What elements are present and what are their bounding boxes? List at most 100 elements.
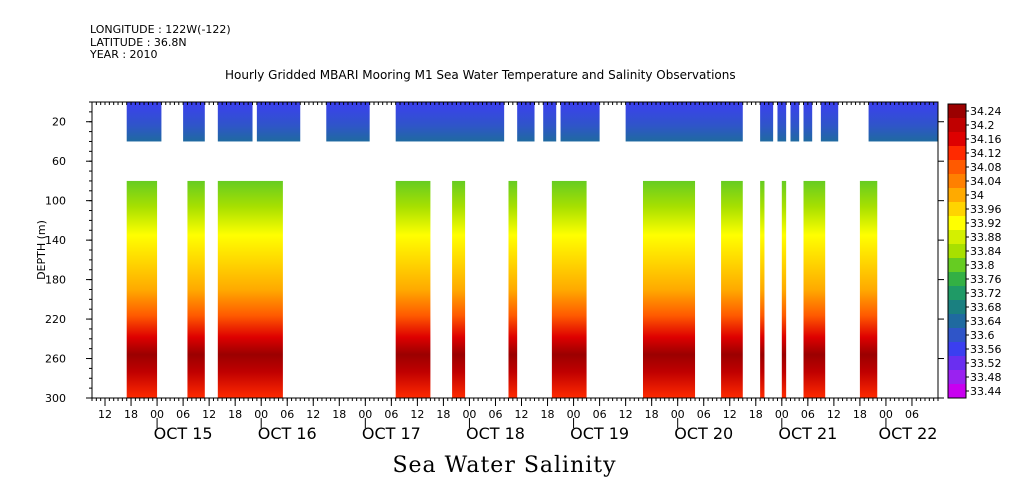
y-tick-label: 260 [45, 353, 66, 366]
colorbar-label: 33.6 [970, 329, 995, 342]
latitude-label: LATITUDE : 36.8N [90, 35, 187, 49]
x-tick-label: 00 [150, 408, 164, 421]
colorbar-label: 33.92 [970, 217, 1002, 230]
colorbar-swatch [948, 342, 966, 357]
colorbar-label: 34.04 [970, 175, 1002, 188]
x-tick-label: 06 [384, 408, 398, 421]
y-tick-label: 300 [45, 392, 66, 405]
colorbar-swatch [948, 258, 966, 273]
profile-cell [508, 180, 518, 398]
surface-cell [868, 102, 938, 142]
date-label: OCT 19 [570, 424, 629, 443]
colorbar-label: 33.96 [970, 203, 1002, 216]
x-tick-label: 12 [723, 408, 737, 421]
x-tick-label: 06 [176, 408, 190, 421]
colorbar-swatch [948, 272, 966, 287]
colorbar-label: 33.88 [970, 231, 1002, 244]
x-tick-label: 06 [593, 408, 607, 421]
colorbar-label: 33.8 [970, 259, 995, 272]
x-tick-label: 18 [645, 408, 659, 421]
colorbar-label: 33.84 [970, 245, 1002, 258]
surface-cell [820, 102, 839, 142]
colorbar-swatch [948, 314, 966, 329]
colorbar-label: 33.48 [970, 371, 1002, 384]
colorbar-swatch [948, 328, 966, 343]
colorbar-swatch [948, 202, 966, 217]
surface-cell [760, 102, 774, 142]
colorbar-swatch [948, 104, 966, 119]
surface-cell [625, 102, 743, 142]
profile-cell [859, 180, 878, 398]
profile-cell [395, 180, 431, 398]
colorbar-label: 34.2 [970, 119, 995, 132]
colorbar-label: 33.52 [970, 357, 1002, 370]
x-tick-label: 12 [306, 408, 320, 421]
surface-cell [126, 102, 162, 142]
profile-cell [803, 180, 826, 398]
colorbar-swatch [948, 286, 966, 301]
x-tick-label: 18 [124, 408, 138, 421]
y-tick-label: 140 [45, 234, 66, 247]
header-meta: LONGITUDE : 122W(-122) LATITUDE : 36.8N … [90, 23, 231, 62]
colorbar-label: 34.16 [970, 133, 1002, 146]
colorbar-label: 33.68 [970, 301, 1002, 314]
y-tick-label: 100 [45, 195, 66, 208]
colorbar-label: 34.24 [970, 105, 1002, 118]
colorbar-swatch [948, 132, 966, 147]
profile-cell [760, 180, 765, 398]
x-tick-label: 00 [567, 408, 581, 421]
x-tick-label: 12 [410, 408, 424, 421]
y-axis-label: DEPTH (m) [35, 220, 48, 280]
x-tick-label: 00 [254, 408, 268, 421]
longitude-label: LONGITUDE : 122W(-122) [90, 23, 231, 36]
x-tick-label: 00 [462, 408, 476, 421]
colorbar-label: 34.12 [970, 147, 1002, 160]
profile-cell [126, 180, 158, 398]
x-tick-label: 00 [358, 408, 372, 421]
year-label: YEAR : 2010 [90, 48, 158, 61]
colorbar-swatch [948, 370, 966, 385]
surface-cell [777, 102, 787, 142]
x-tick-label: 06 [488, 408, 502, 421]
surface-cell [517, 102, 535, 142]
x-tick-label: 12 [619, 408, 633, 421]
surface-cell [790, 102, 800, 142]
y-tick-label: 60 [52, 155, 66, 168]
date-label: OCT 15 [154, 424, 213, 443]
x-tick-label: 18 [228, 408, 242, 421]
profile-cell [452, 180, 466, 398]
colorbar-swatch [948, 216, 966, 231]
footer-label: Sea Water Salinity [392, 453, 617, 478]
date-label: OCT 21 [778, 424, 837, 443]
x-tick-label: 12 [202, 408, 216, 421]
x-tick-label: 18 [332, 408, 346, 421]
date-label: OCT 22 [879, 424, 938, 443]
colorbar-swatch [948, 230, 966, 245]
colorbar-swatch [948, 174, 966, 189]
x-tick-label: 18 [749, 408, 763, 421]
colorbar-label: 33.44 [970, 385, 1002, 398]
colorbar-swatch [948, 146, 966, 161]
colorbar-swatch [948, 118, 966, 133]
colorbar-swatch [948, 244, 966, 259]
colorbar-label: 33.64 [970, 315, 1002, 328]
x-tick-label: 18 [541, 408, 555, 421]
x-tick-label: 00 [879, 408, 893, 421]
colorbar-label: 33.76 [970, 273, 1002, 286]
surface-cell [183, 102, 205, 142]
colorbar-label: 34 [970, 189, 984, 202]
y-tick-label: 220 [45, 313, 66, 326]
profile-cell [551, 180, 587, 398]
date-label: OCT 17 [362, 424, 421, 443]
x-tick-label: 12 [515, 408, 529, 421]
y-tick-label: 20 [52, 116, 66, 129]
chart-title: Hourly Gridded MBARI Mooring M1 Sea Wate… [225, 68, 736, 82]
x-tick-label: 00 [775, 408, 789, 421]
colorbar-label: 33.72 [970, 287, 1002, 300]
surface-cell [326, 102, 370, 142]
x-tick-label: 18 [436, 408, 450, 421]
date-label: OCT 16 [258, 424, 317, 443]
date-label: OCT 18 [466, 424, 525, 443]
surface-cell [803, 102, 813, 142]
